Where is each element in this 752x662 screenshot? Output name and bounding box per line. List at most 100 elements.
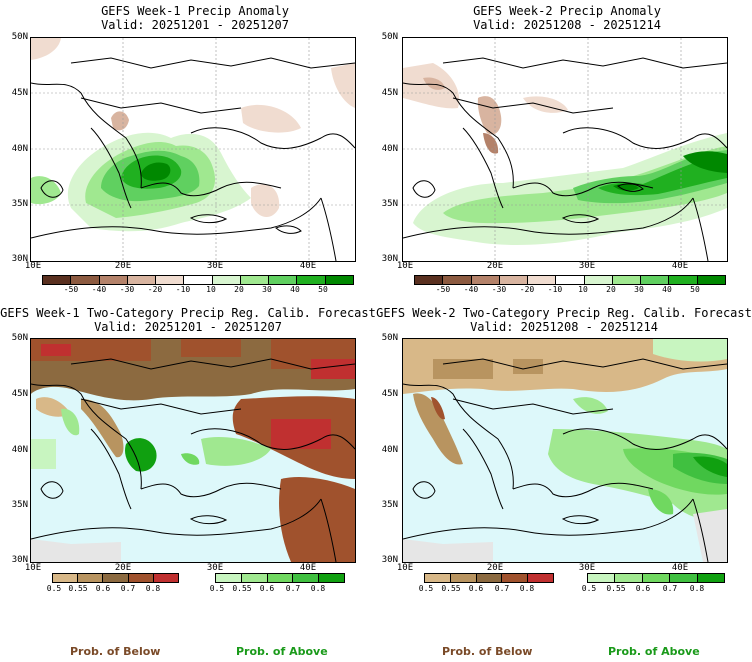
cbar-swatch bbox=[99, 276, 128, 284]
lat-label: 45N bbox=[11, 389, 28, 399]
cbar-swatch bbox=[499, 276, 529, 284]
cbar-swatch bbox=[443, 276, 472, 284]
lat-label: 30N bbox=[381, 555, 398, 565]
lat-label: 35N bbox=[11, 500, 28, 510]
prob-above-areas bbox=[548, 339, 727, 521]
panel-valid-w1-prob: Valid: 20251201 - 20251207 bbox=[94, 320, 282, 334]
lat-label: 50N bbox=[381, 32, 398, 42]
cbar-swatch bbox=[153, 574, 179, 582]
cbar-label: 0.7 bbox=[494, 584, 510, 593]
lat-label: 45N bbox=[381, 389, 398, 399]
cbar-label: 0.5 bbox=[46, 584, 62, 593]
cbar-swatch bbox=[319, 574, 344, 582]
cbar-swatch bbox=[184, 276, 213, 284]
panel-valid-w2-prob: Valid: 20251208 - 20251214 bbox=[470, 320, 658, 334]
lon-label: 10E bbox=[24, 261, 42, 271]
coastlines bbox=[403, 358, 727, 562]
lat-label: 50N bbox=[381, 333, 398, 343]
lat-label: 40N bbox=[11, 445, 28, 455]
cbar-swatch bbox=[641, 276, 670, 284]
cbar-label: 0.6 bbox=[468, 584, 484, 593]
anomaly-colorbar-w1 bbox=[42, 275, 354, 285]
cbar-swatch bbox=[642, 574, 671, 582]
cbar-label: 0.8 bbox=[689, 584, 705, 593]
lat-label: 30N bbox=[381, 254, 398, 264]
cbar-swatch bbox=[297, 276, 326, 284]
coastlines bbox=[31, 358, 355, 562]
lat-label: 45N bbox=[11, 88, 28, 98]
map-w2-probability bbox=[402, 338, 728, 563]
gridlines bbox=[31, 38, 355, 261]
gridlines bbox=[403, 38, 727, 261]
lat-label: 30N bbox=[11, 254, 28, 264]
cbar-label: 0.6 bbox=[95, 584, 111, 593]
panel-valid-w1-anom: Valid: 20251201 - 20251207 bbox=[101, 18, 289, 32]
cbar-swatch bbox=[528, 574, 553, 582]
cbar-swatch bbox=[588, 574, 616, 582]
prob-below-colorbar-w2 bbox=[424, 573, 554, 583]
map-w2-anomaly bbox=[402, 37, 728, 262]
cbar-swatch bbox=[528, 276, 557, 284]
cbar-swatch bbox=[425, 574, 451, 582]
coastlines bbox=[403, 57, 727, 261]
cbar-swatch bbox=[584, 276, 613, 284]
prob-below-colorbar-w1 bbox=[52, 573, 179, 583]
cbar-label: 0.7 bbox=[662, 584, 678, 593]
cbar-swatch bbox=[240, 276, 270, 284]
cbar-label: 20 bbox=[234, 285, 244, 294]
lon-label: 30E bbox=[578, 261, 596, 271]
lon-label: 40E bbox=[671, 261, 689, 271]
cbar-swatch bbox=[267, 574, 294, 582]
legend-prob-above-w2: Prob. of Above bbox=[608, 645, 700, 658]
cbar-swatch bbox=[241, 574, 268, 582]
lon-label: 10E bbox=[24, 563, 42, 573]
cbar-swatch bbox=[212, 276, 241, 284]
cbar-swatch bbox=[128, 574, 154, 582]
cbar-swatch bbox=[450, 574, 477, 582]
cbar-label: -50 bbox=[63, 285, 79, 294]
panel-title-w2-anom: GEFS Week-2 Precip Anomaly bbox=[473, 4, 661, 18]
prob-above-areas bbox=[31, 408, 271, 472]
cbar-label: 40 bbox=[662, 285, 672, 294]
cbar-label: 50 bbox=[318, 285, 328, 294]
cbar-swatch bbox=[216, 574, 242, 582]
map-w1-anomaly bbox=[30, 37, 356, 262]
lon-label: 20E bbox=[486, 563, 504, 573]
cbar-swatch bbox=[612, 276, 642, 284]
cbar-swatch bbox=[502, 574, 529, 582]
anomaly-wet-areas bbox=[413, 133, 727, 245]
cbar-swatch bbox=[697, 276, 725, 284]
no-data-areas bbox=[31, 539, 121, 562]
cbar-label: -30 bbox=[119, 285, 135, 294]
cbar-label: -20 bbox=[147, 285, 163, 294]
lat-label: 50N bbox=[11, 32, 28, 42]
cbar-label: -40 bbox=[91, 285, 107, 294]
cbar-swatch bbox=[71, 276, 100, 284]
panel-title-w1-prob: GEFS Week-1 Two-Category Precip Reg. Cal… bbox=[0, 306, 376, 320]
lat-label: 35N bbox=[381, 199, 398, 209]
cbar-swatch bbox=[78, 574, 104, 582]
prob-above-colorbar-w1 bbox=[215, 573, 345, 583]
cbar-swatch bbox=[415, 276, 444, 284]
lat-label: 40N bbox=[381, 445, 398, 455]
cbar-label: 0.5 bbox=[581, 584, 597, 593]
cbar-swatch bbox=[325, 276, 353, 284]
cbar-swatch bbox=[556, 276, 585, 284]
cbar-swatch bbox=[615, 574, 643, 582]
cbar-label: -40 bbox=[463, 285, 479, 294]
cbar-swatch bbox=[103, 574, 129, 582]
cbar-label: -30 bbox=[491, 285, 507, 294]
cbar-swatch bbox=[127, 276, 157, 284]
cbar-label: -50 bbox=[435, 285, 451, 294]
anomaly-dry-areas bbox=[31, 38, 355, 218]
coastlines bbox=[31, 57, 355, 261]
lon-label: 40E bbox=[671, 563, 689, 573]
cbar-label: -10 bbox=[547, 285, 563, 294]
lon-label: 30E bbox=[206, 261, 224, 271]
lon-label: 30E bbox=[206, 563, 224, 573]
cbar-label: 0.5 bbox=[209, 584, 225, 593]
cbar-label: 0.55 bbox=[68, 584, 88, 593]
cbar-swatch bbox=[269, 276, 298, 284]
cbar-swatch bbox=[471, 276, 500, 284]
lon-label: 10E bbox=[396, 563, 414, 573]
